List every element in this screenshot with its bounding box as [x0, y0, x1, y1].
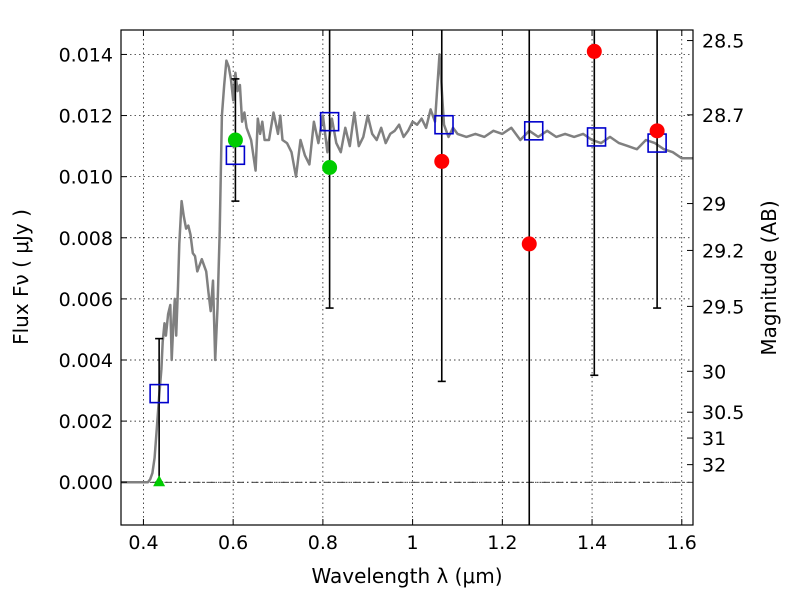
right-tick-label: 29	[702, 194, 726, 216]
x-tick-label: 1	[407, 532, 419, 554]
right-tick-label: 29.2	[702, 240, 744, 262]
right-tick-label: 31	[702, 428, 726, 450]
model-flux-square	[523, 121, 544, 141]
y-tick-label: 0.008	[59, 228, 113, 250]
plot-frame	[120, 29, 694, 526]
y-tick-label: 0.000	[59, 472, 113, 494]
y-tick-label: 0.002	[59, 411, 113, 433]
tick-labels: 0.4 0.6 0.8 1 1.2 1.4 1.6 0.000 0.002 0.004 0.006 0…	[59, 31, 745, 554]
detection-point	[322, 160, 338, 175]
x-tick-label: 0.8	[308, 532, 338, 554]
model-flux-square	[149, 383, 169, 404]
y-tick-label: 0.010	[59, 167, 113, 189]
right-tick-label: 29.5	[702, 296, 744, 318]
non-detection-triangle	[153, 475, 166, 487]
upper-limit-point	[586, 43, 602, 59]
y-tick-label: 0.004	[59, 350, 113, 372]
y-axis-label-right: Magnitude (AB)	[757, 200, 781, 355]
x-tick-label: 1.4	[577, 532, 607, 554]
right-tick-label: 30.5	[702, 402, 744, 424]
x-axis-label: Wavelength λ (μm)	[311, 564, 502, 588]
markers-layer	[149, 43, 667, 487]
model-flux-square	[319, 111, 340, 132]
right-tick-label: 28.5	[702, 31, 744, 53]
y-tick-label: 0.006	[59, 289, 113, 311]
x-tick-label: 1.6	[667, 532, 697, 554]
model-spectrum-line	[121, 53, 693, 484]
x-tick-label: 1.2	[487, 532, 517, 554]
upper-limit-point	[521, 236, 537, 252]
ticks	[121, 30, 693, 525]
right-tick-label: 30	[702, 361, 726, 383]
y-tick-label: 0.014	[59, 44, 113, 66]
x-tick-label: 0.4	[128, 532, 158, 554]
upper-limit-point	[649, 123, 665, 139]
right-tick-label: 32	[702, 455, 726, 477]
x-tick-label: 0.6	[218, 532, 248, 554]
y-axis-label: Flux Fν ( μJy )	[9, 209, 33, 345]
detection-point	[227, 132, 243, 148]
right-tick-label: 28.7	[702, 105, 744, 127]
model-flux-square	[586, 127, 607, 147]
model-flux-square	[434, 114, 454, 135]
y-tick-label: 0.012	[59, 106, 113, 128]
model-spectrum-layer	[121, 53, 693, 484]
upper-limit-point	[434, 153, 450, 169]
